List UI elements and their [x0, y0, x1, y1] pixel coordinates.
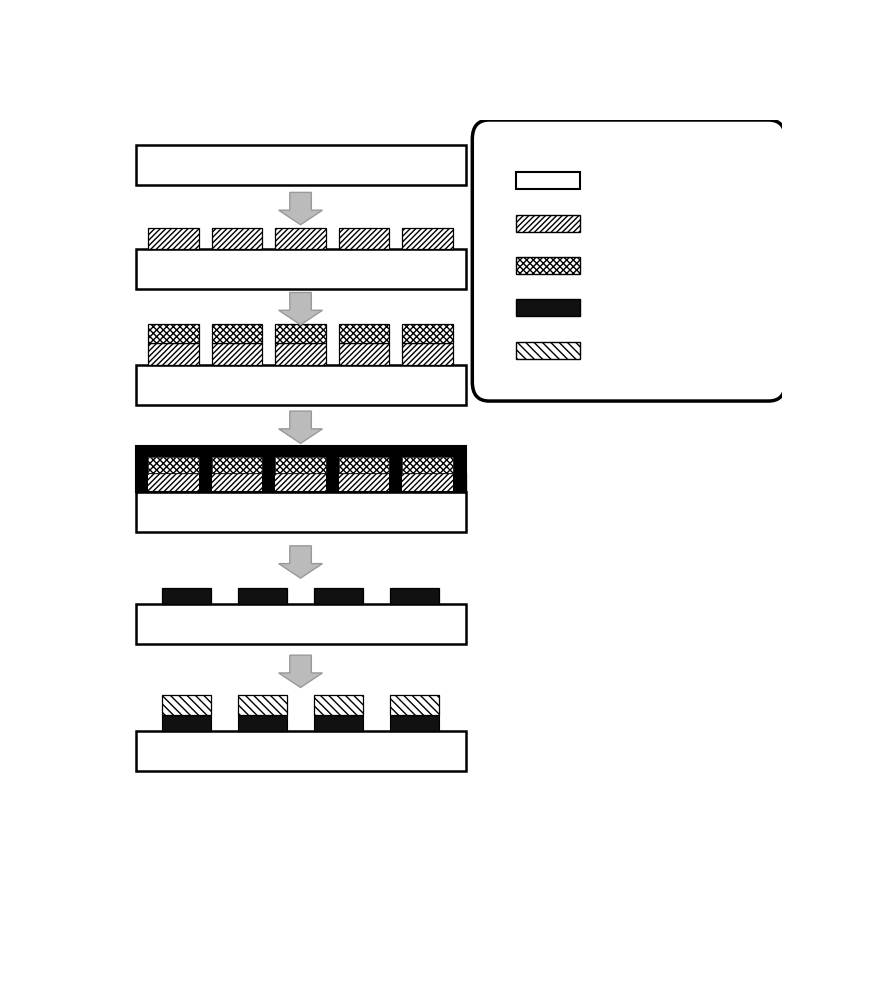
Bar [326, 446, 339, 492]
Bar [262, 446, 339, 457]
Bar [212, 343, 262, 365]
Bar [390, 715, 439, 731]
Bar [136, 446, 212, 457]
Bar [453, 446, 466, 492]
Bar [149, 324, 199, 343]
Bar [339, 457, 389, 473]
Bar [238, 695, 287, 715]
Bar [326, 446, 402, 457]
Bar [212, 324, 262, 343]
Bar [163, 715, 211, 731]
Bar [136, 145, 466, 185]
Bar [136, 492, 466, 532]
Bar [136, 249, 466, 289]
FancyArrow shape [279, 411, 322, 443]
Bar [163, 588, 211, 604]
Bar [199, 446, 275, 457]
Bar [314, 695, 363, 715]
Bar [163, 695, 211, 715]
Bar [516, 257, 580, 274]
Bar [199, 446, 212, 492]
Bar [136, 731, 466, 771]
FancyArrow shape [279, 546, 322, 578]
Bar [149, 457, 199, 473]
Bar [390, 695, 439, 715]
FancyArrow shape [279, 655, 322, 687]
Bar [516, 342, 580, 359]
Bar [238, 715, 287, 731]
Bar [149, 228, 199, 249]
Text: Pt: Pt [590, 257, 610, 275]
Bar [136, 604, 466, 644]
Bar [136, 365, 466, 405]
Bar [389, 446, 466, 457]
Bar [339, 343, 389, 365]
Text: electrode: electrode [590, 354, 680, 372]
FancyBboxPatch shape [473, 120, 786, 401]
Bar [275, 457, 326, 473]
Text: Metal: Metal [590, 329, 643, 347]
Bar [314, 588, 363, 604]
Bar [389, 446, 402, 492]
Bar [339, 228, 389, 249]
Bar [212, 228, 262, 249]
Bar [516, 172, 580, 189]
Bar [339, 324, 389, 343]
Bar [314, 715, 363, 731]
Bar [262, 446, 275, 492]
Bar [275, 324, 326, 343]
Text: PDMS: PDMS [590, 214, 645, 232]
Bar [136, 446, 466, 492]
Text: Poly(Ni-ett): Poly(Ni-ett) [590, 299, 699, 317]
Bar [390, 588, 439, 604]
Bar [402, 228, 453, 249]
Bar [402, 324, 453, 343]
FancyArrow shape [279, 292, 322, 325]
Bar [136, 473, 466, 492]
Bar [402, 457, 453, 473]
Bar [516, 215, 580, 232]
Bar [212, 457, 262, 473]
Bar [275, 343, 326, 365]
Bar [136, 446, 149, 492]
Bar [516, 299, 580, 316]
Bar [402, 343, 453, 365]
Bar [238, 588, 287, 604]
Bar [149, 343, 199, 365]
FancyArrow shape [279, 192, 322, 225]
Bar [275, 228, 326, 249]
Text: PET: PET [590, 172, 625, 190]
